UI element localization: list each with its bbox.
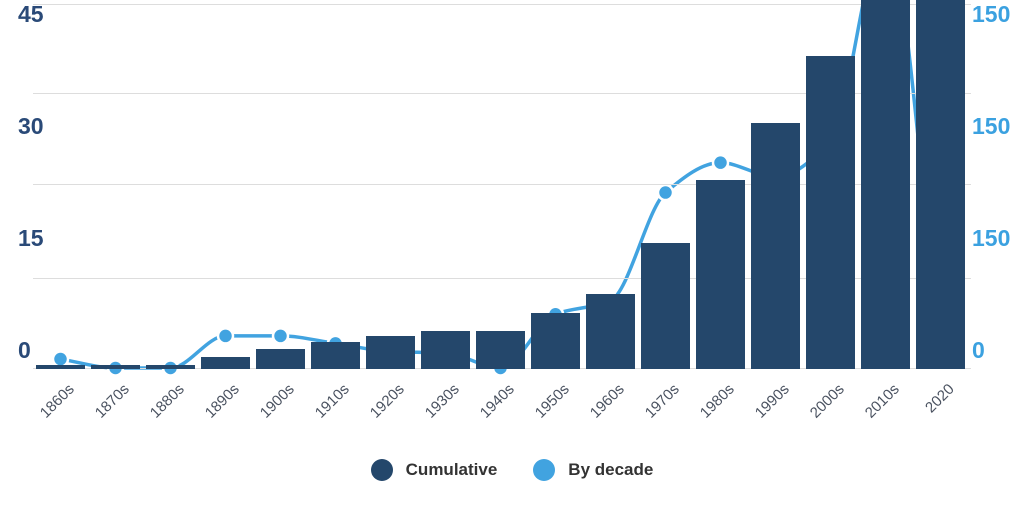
by-decade-point-1890s[interactable]	[216, 327, 235, 345]
left-axis-tick-45: 45	[18, 1, 44, 27]
legend-label-cumulative: Cumulative	[405, 460, 498, 479]
bar-1940s[interactable]	[476, 330, 525, 369]
legend-label-by-decade: By decade	[568, 460, 654, 479]
by-decade-point-1980s[interactable]	[711, 153, 730, 172]
by-decade-point-1900s[interactable]	[271, 327, 290, 345]
legend-item-cumulative[interactable]: Cumulative	[370, 459, 498, 481]
legend-item-by-decade[interactable]: By decade	[533, 459, 653, 481]
bar-1880s[interactable]	[146, 365, 195, 369]
gridline	[33, 278, 971, 279]
gridline	[33, 4, 971, 5]
bar-2000s[interactable]	[806, 55, 855, 369]
bar-1890s[interactable]	[201, 356, 250, 369]
bar-1970s[interactable]	[641, 243, 690, 369]
bar-2020[interactable]	[916, 0, 965, 369]
bar-2010s[interactable]	[861, 0, 910, 369]
right-axis-tick-1: 150	[972, 225, 1011, 251]
bar-1910s[interactable]	[311, 341, 360, 369]
bar-1990s[interactable]	[751, 123, 800, 369]
left-axis-tick-15: 15	[18, 225, 44, 251]
bar-1980s[interactable]	[696, 179, 745, 369]
bar-1960s[interactable]	[586, 294, 635, 369]
right-axis-tick-2: 150	[972, 113, 1011, 139]
left-axis-tick-30: 30	[18, 113, 44, 139]
bar-1900s[interactable]	[256, 348, 305, 369]
right-axis-tick-3: 150	[972, 1, 1011, 27]
bar-1920s[interactable]	[366, 335, 415, 369]
bar-1930s[interactable]	[421, 330, 470, 369]
right-axis-tick-0: 0	[972, 337, 985, 363]
gridline	[33, 93, 971, 94]
gridline	[33, 184, 971, 185]
left-axis-tick-0: 0	[18, 337, 31, 363]
bar-1860s[interactable]	[36, 365, 85, 369]
by-decade-swatch-icon	[533, 459, 556, 481]
by-decade-point-1970s[interactable]	[656, 183, 675, 202]
legend: Cumulative By decade	[0, 454, 1024, 486]
bar-1870s[interactable]	[91, 365, 140, 369]
bar-1950s[interactable]	[531, 313, 580, 369]
cumulative-swatch-icon	[370, 459, 393, 481]
